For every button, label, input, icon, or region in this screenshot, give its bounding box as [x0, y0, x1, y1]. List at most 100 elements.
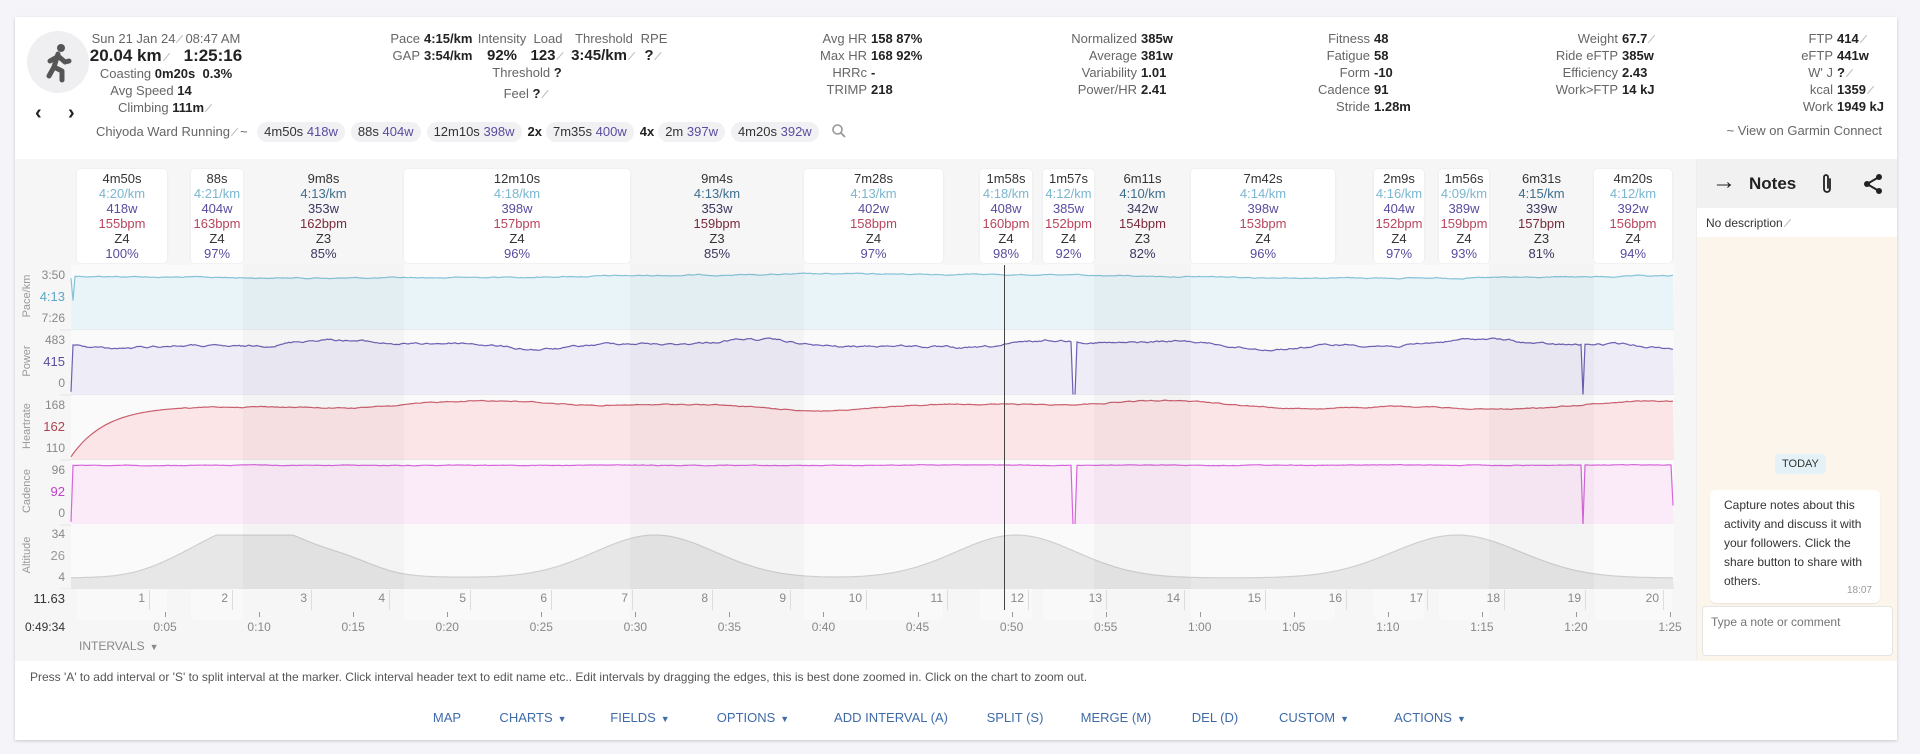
activity-distance: 20.04 km — [89, 46, 162, 65]
y-tick-bottom: 0 — [58, 506, 65, 520]
lap-number[interactable]: 13 — [1088, 591, 1102, 605]
collapse-arrow-icon[interactable]: → — [1712, 168, 1736, 195]
lap-number[interactable]: 16 — [1328, 591, 1342, 605]
lap-number[interactable]: 11 — [930, 591, 943, 605]
interval-header[interactable]: 9m4s 4:13/km 353w 159bpm Z3 85% — [630, 169, 804, 263]
interval-tag-pill[interactable]: 2m 397w — [658, 122, 725, 142]
lap-number[interactable]: 9 — [779, 591, 786, 605]
edit-icon[interactable] — [204, 103, 213, 113]
interval-zone: Z4 — [114, 231, 130, 246]
interval-header[interactable]: 6m11s 4:10/km 342w 154bpm Z3 82% — [1094, 169, 1191, 263]
edit-icon[interactable] — [230, 127, 239, 137]
interval-header[interactable]: 4m20s 4:12/km 392w 156bpm Z4 94% — [1594, 169, 1672, 263]
load-value[interactable]: ? — [644, 47, 663, 64]
lap-number[interactable]: 14 — [1166, 591, 1180, 605]
edit-icon[interactable] — [556, 51, 564, 61]
threshold-label: Threshold — [492, 65, 551, 80]
lap-number[interactable]: 18 — [1486, 591, 1500, 605]
interval-tag-pill[interactable]: 4m50s 418w — [257, 122, 345, 142]
interval-pace: 4:21/km — [193, 186, 241, 201]
edit-icon[interactable] — [1859, 34, 1867, 44]
lap-number[interactable]: 4 — [378, 591, 385, 605]
lap-number[interactable]: 10 — [848, 591, 862, 605]
edit-icon[interactable] — [1845, 68, 1854, 78]
interval-header[interactable]: 1m57s 4:12/km 385w 152bpm Z4 92% — [1043, 169, 1094, 263]
map-button[interactable]: MAP — [433, 710, 461, 725]
intervals-menu[interactable]: INTERVALS ▼ — [79, 639, 159, 653]
interval-tag-pill[interactable]: 4m20s 392w — [730, 122, 819, 142]
interval-duration: 7m28s — [853, 171, 894, 186]
merge-m-button[interactable]: MERGE (M) — [1081, 710, 1152, 725]
load-value[interactable]: 92% — [487, 47, 517, 64]
load-value[interactable]: 123 — [530, 47, 565, 64]
lap-number[interactable]: 3 — [300, 591, 307, 605]
button-label: CHARTS — [499, 710, 553, 725]
lap-number[interactable]: 15 — [1247, 591, 1261, 605]
next-activity-button[interactable]: › — [68, 102, 75, 124]
load-header: Intensity — [477, 31, 527, 46]
charts-button[interactable]: CHARTS ▼ — [499, 710, 566, 725]
edit-icon[interactable] — [176, 34, 184, 44]
interval-header[interactable]: 12m10s 4:18/km 398w 157bpm Z4 96% — [404, 169, 630, 263]
lap-number[interactable]: 7 — [621, 591, 628, 605]
series-fill — [71, 273, 1674, 330]
interval-header[interactable]: 6m31s 4:15/km 339w 157bpm Z3 81% — [1489, 169, 1594, 263]
lap-number[interactable]: 8 — [701, 591, 708, 605]
edit-icon[interactable] — [627, 51, 636, 61]
custom-button[interactable]: CUSTOM ▼ — [1279, 710, 1349, 725]
add-interval-a-button[interactable]: ADD INTERVAL (A) — [834, 710, 948, 725]
del-d-button[interactable]: DEL (D) — [1192, 710, 1238, 725]
lap-number[interactable]: 1 — [138, 591, 145, 605]
paperclip-icon[interactable] — [1820, 173, 1834, 195]
note-input[interactable] — [1702, 606, 1893, 656]
load-value[interactable]: 3:45/km — [571, 47, 637, 64]
edit-icon[interactable] — [541, 89, 549, 99]
interval-header[interactable]: 2m9s 4:16/km 404w 152bpm Z4 97% — [1374, 169, 1424, 263]
interval-tag-pill[interactable]: 12m10s 398w — [426, 122, 522, 142]
fields-button[interactable]: FIELDS ▼ — [610, 710, 669, 725]
activity-name[interactable]: Chiyoda Ward Running — [96, 124, 230, 139]
interval-header[interactable]: 4m50s 4:20/km 418w 155bpm Z4 100% — [77, 169, 167, 263]
lap-number[interactable]: 19 — [1567, 591, 1581, 605]
interval-tag-pill[interactable]: 7m35s 400w — [545, 122, 634, 142]
interval-header[interactable]: 7m42s 4:14/km 398w 153bpm Z4 96% — [1191, 169, 1335, 263]
activity-type-avatar — [27, 31, 89, 93]
interval-tag-pill[interactable]: 88s 404w — [350, 122, 421, 142]
feel-row[interactable]: Feel ? — [504, 85, 551, 102]
activity-date[interactable]: Sun 21 Jan 24 — [91, 31, 176, 46]
stat-value: 91 — [1374, 81, 1411, 98]
lap-number[interactable]: 2 — [221, 591, 228, 605]
search-icon[interactable] — [831, 123, 847, 143]
activity-time[interactable]: 08:47 AM — [185, 31, 241, 46]
interval-header[interactable]: 1m58s 4:18/km 408w 160bpm Z4 98% — [980, 169, 1032, 263]
lap-number[interactable]: 12 — [1010, 591, 1024, 605]
interval-header[interactable]: 7m28s 4:13/km 402w 158bpm Z4 97% — [804, 169, 943, 263]
interval-header[interactable]: 88s 4:21/km 404w 163bpm Z4 97% — [191, 169, 243, 263]
description-row[interactable]: No description — [1697, 208, 1897, 237]
edit-icon[interactable] — [1866, 85, 1875, 95]
activity-charts[interactable] — [60, 265, 1676, 589]
caret-down-icon: ▼ — [780, 714, 790, 724]
lap-number[interactable]: 6 — [540, 591, 547, 605]
edit-icon[interactable] — [654, 51, 662, 61]
split-s-button[interactable]: SPLIT (S) — [987, 710, 1044, 725]
edit-icon[interactable] — [1648, 34, 1656, 44]
interval-duration: 2m9s — [1383, 171, 1415, 186]
interval-tags-row: Chiyoda Ward Running ~ 4m50s 418w 88s 404w… — [96, 122, 847, 143]
garmin-connect-link[interactable]: ~ View on Garmin Connect — [1726, 123, 1882, 138]
lap-number[interactable]: 5 — [459, 591, 466, 605]
note-message-time: 18:07 — [1846, 585, 1872, 596]
cursor-marker[interactable] — [1004, 265, 1005, 610]
lap-number[interactable]: 17 — [1409, 591, 1423, 605]
interval-header[interactable]: 9m8s 4:13/km 353w 162bpm Z3 85% — [243, 169, 404, 263]
options-button[interactable]: OPTIONS ▼ — [717, 710, 789, 725]
interval-header[interactable]: 1m56s 4:09/km 389w 159bpm Z4 93% — [1439, 169, 1489, 263]
edit-icon[interactable] — [1783, 218, 1791, 228]
fitness-stats: Fitness 48 Fatigue 58 Form -10 Cadence 91 Stride… — [1290, 30, 1411, 115]
edit-icon[interactable] — [162, 52, 170, 62]
actions-button[interactable]: ACTIONS ▼ — [1394, 710, 1466, 725]
interval-power: 402w — [857, 201, 890, 216]
lap-number[interactable]: 20 — [1645, 591, 1659, 605]
share-icon[interactable] — [1862, 173, 1884, 195]
prev-activity-button[interactable]: ‹ — [35, 102, 42, 124]
